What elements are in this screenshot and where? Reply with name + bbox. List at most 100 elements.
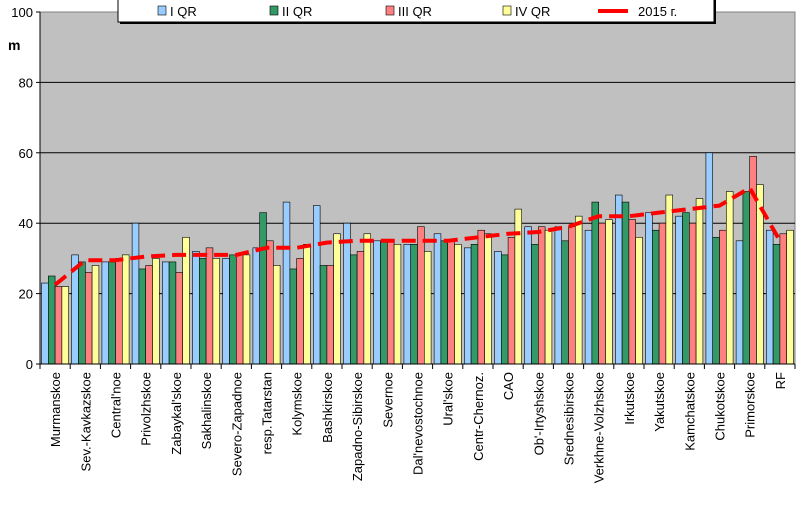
bar-i-qr-13 — [433, 233, 442, 365]
y-tick-label: 0 — [26, 357, 33, 372]
bar-ii-qr-11 — [380, 240, 388, 365]
bar-i-qr-6 — [222, 258, 230, 365]
bar-i-qr-14 — [464, 247, 472, 365]
x-tick-label: Severnoe — [380, 372, 395, 428]
bar-iv-qr-19 — [635, 236, 643, 365]
bar-i-qr-5 — [192, 251, 200, 365]
x-tick-label: Verkhne-Volzhskoe — [592, 372, 607, 483]
bar-iv-qr-12 — [423, 251, 432, 365]
bar-ii-qr-20 — [652, 229, 660, 365]
bar-iv-qr-6 — [242, 254, 251, 365]
bar-iv-qr-20 — [665, 194, 673, 365]
bar-i-qr-12 — [403, 244, 412, 365]
bar-iii-qr-24 — [779, 233, 787, 365]
legend-swatch — [385, 5, 395, 16]
bar-iv-qr-14 — [484, 233, 492, 365]
bar-iv-qr-17 — [574, 215, 583, 365]
bar-ii-qr-3 — [138, 268, 146, 365]
bar-iii-qr-11 — [386, 240, 395, 365]
x-tick-label: RF — [773, 372, 788, 389]
bar-iii-qr-15 — [507, 236, 516, 365]
bar-ii-qr-18 — [591, 201, 600, 365]
x-tick-label: Dal'nevostochnoe — [411, 372, 426, 475]
bar-ii-qr-2 — [108, 261, 116, 365]
bar-iv-qr-8 — [303, 244, 311, 365]
x-tick-label: Ural'skoe — [441, 372, 456, 426]
bar-ii-qr-23 — [742, 191, 751, 365]
bar-iv-qr-2 — [121, 254, 130, 365]
bar-i-qr-23 — [735, 240, 744, 365]
x-tick-label: Privolzhskoe — [139, 372, 154, 446]
y-tick-label: 60 — [19, 146, 33, 161]
bar-iii-qr-12 — [417, 226, 425, 365]
y-axis-label: m — [8, 37, 20, 53]
bar-ii-qr-17 — [561, 240, 569, 365]
legend-swatch — [157, 5, 167, 16]
bar-ii-qr-24 — [772, 244, 781, 365]
x-tick-label: Chukotskoe — [713, 372, 728, 441]
legend-label: I QR — [170, 4, 197, 19]
bar-iv-qr-21 — [695, 198, 704, 365]
legend-label: II QR — [282, 4, 312, 19]
y-tick-labels: 0 20 40 60 80 100 — [11, 5, 33, 372]
bar-iii-qr-20 — [658, 222, 667, 365]
bar-i-qr-19 — [615, 194, 623, 365]
bar-ii-qr-8 — [289, 268, 297, 365]
x-tick-label: Srednesibirskoe — [562, 372, 577, 465]
bar-iii-qr-1 — [85, 272, 93, 365]
bar-ii-qr-1 — [78, 261, 86, 365]
bar-iii-qr-16 — [537, 226, 546, 365]
x-tick-label: Yakutskoe — [652, 372, 667, 432]
bar-iii-qr-17 — [568, 226, 576, 365]
bar-iii-qr-21 — [688, 222, 697, 365]
bar-iv-qr-5 — [212, 258, 220, 365]
x-tick-label: Zapadno-Sibirskoe — [350, 372, 365, 481]
bar-iv-qr-11 — [393, 244, 402, 365]
bar-iii-qr-2 — [115, 258, 123, 365]
bar-ii-qr-5 — [199, 258, 207, 365]
bar-i-qr-11 — [373, 240, 381, 365]
bar-ii-qr-7 — [259, 212, 267, 365]
x-tick-label: CAO — [501, 372, 516, 400]
bar-i-qr-9 — [313, 205, 321, 365]
x-tick-label: Sev.-Kavkazskoe — [78, 372, 93, 471]
bar-iii-qr-14 — [477, 229, 485, 365]
x-tick-label: Murmanskoe — [48, 372, 63, 447]
trend-line-group — [53, 186, 782, 287]
x-tick-label: Kolymskoe — [290, 372, 305, 436]
bar-group — [41, 152, 794, 365]
legend-label: IV QR — [515, 4, 550, 19]
bar-i-qr-0 — [41, 282, 49, 365]
x-tick-label: Ob'-Irtyshskoe — [531, 372, 546, 455]
bar-ii-qr-16 — [531, 244, 539, 365]
bar-iv-qr-7 — [272, 265, 281, 365]
y-tick-label: 100 — [11, 5, 33, 20]
legend-label: 2015 г. — [638, 4, 677, 19]
bar-i-qr-21 — [675, 215, 683, 365]
bar-iv-qr-9 — [333, 233, 341, 365]
bar-iii-qr-10 — [356, 251, 365, 365]
bar-ii-qr-0 — [48, 275, 56, 365]
bar-i-qr-2 — [101, 261, 110, 365]
bar-i-qr-4 — [162, 261, 170, 365]
bar-ii-qr-6 — [229, 254, 237, 365]
bar-iii-qr-19 — [628, 219, 636, 365]
x-tick-label: Zabaykal'skoe — [169, 372, 184, 455]
bar-iv-qr-24 — [786, 229, 794, 365]
bar-ii-qr-15 — [501, 254, 509, 365]
bar-i-qr-17 — [554, 226, 563, 365]
bar-i-qr-8 — [282, 201, 291, 365]
axes — [39, 12, 796, 369]
x-tick-label: Primorskoe — [743, 372, 758, 438]
bar-iii-qr-8 — [296, 258, 304, 365]
bar-ii-qr-14 — [470, 244, 479, 365]
bar-iv-qr-0 — [61, 286, 69, 365]
bar-iii-qr-23 — [749, 156, 757, 365]
bar-iii-qr-7 — [266, 240, 274, 365]
bar-iv-qr-22 — [725, 191, 734, 365]
bar-iii-qr-0 — [54, 286, 63, 365]
bar-ii-qr-19 — [621, 201, 630, 365]
bar-ii-qr-10 — [350, 254, 358, 365]
bar-i-qr-16 — [524, 226, 532, 365]
